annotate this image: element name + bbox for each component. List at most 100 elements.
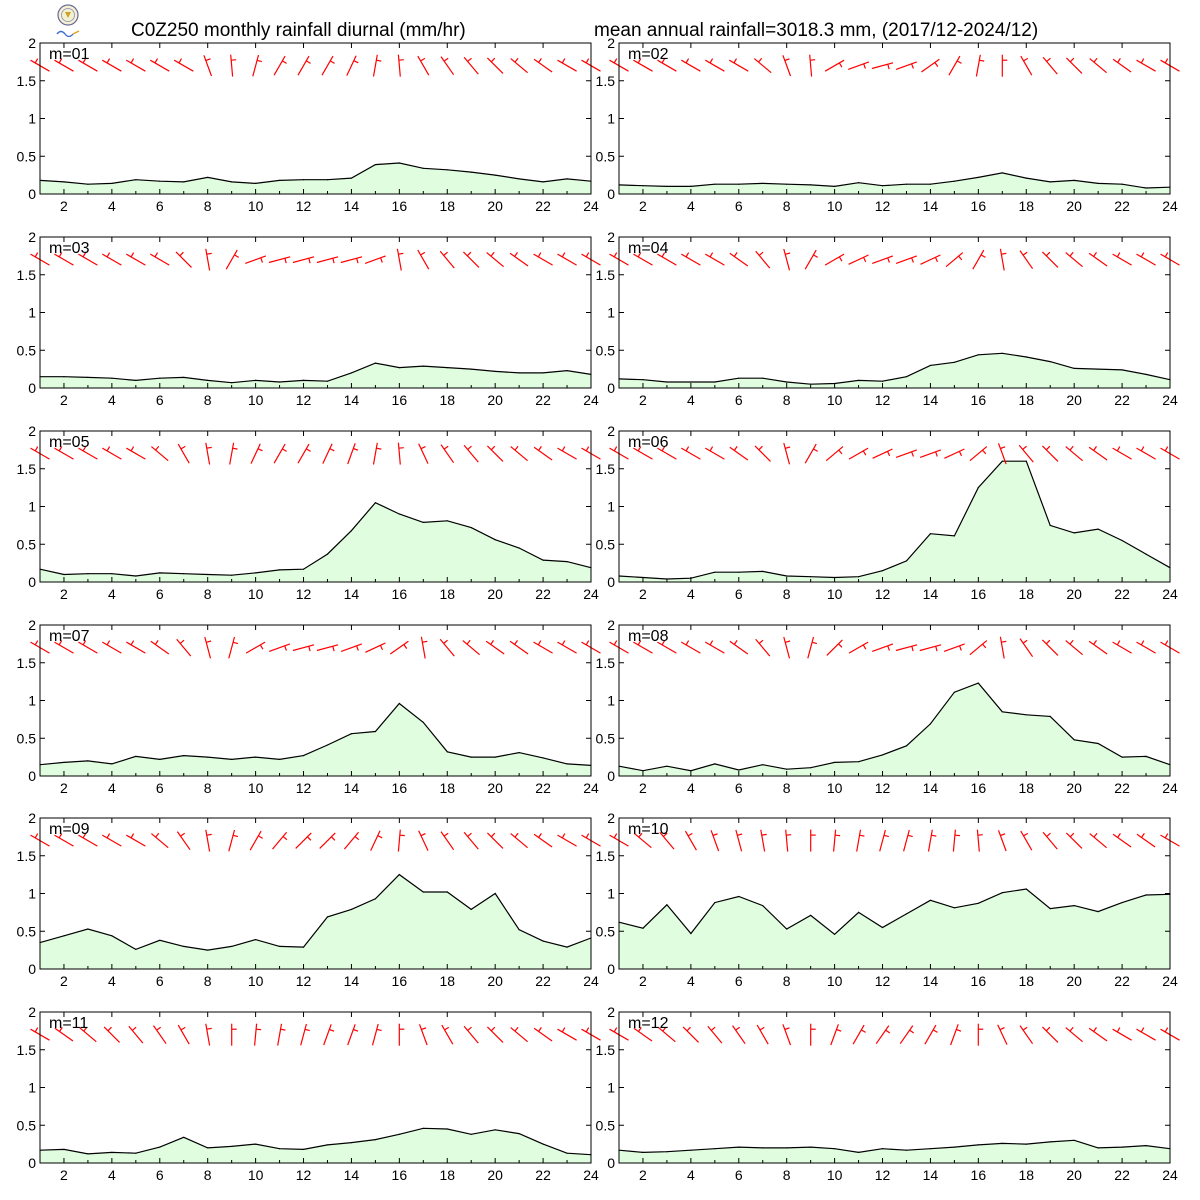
wind-barb-shaft [848,254,869,265]
rainfall-point [422,891,424,893]
rainfall-line [39,702,592,766]
rainfall-point [87,183,89,185]
x-tick-label: 2 [60,780,68,796]
y-tick-label: 1.5 [17,267,37,283]
wind-barb-shaft [417,55,430,76]
wind-barb-shaft [1019,1025,1034,1045]
panel-m=08: 00.511.522 4 6 8 10 12 14 16 18 20 22 24m=08 [596,617,1180,796]
x-tick-label: 10 [827,1167,843,1183]
wind-barb-shaft [323,1024,332,1046]
wind-barb-tick [862,257,867,263]
wind-barb [809,54,816,77]
wind-barb-tick [514,252,518,257]
wind-barb-tick [1116,446,1121,452]
x-tick-label: 16 [392,392,408,408]
x-tick-label: 2 [60,198,68,214]
y-tick-label: 0.5 [596,923,616,939]
wind-barb-tick [1069,251,1074,257]
rainfall-point [810,914,812,917]
wind-barb-shaft [343,831,359,850]
wind-barb [397,54,404,77]
wind-barb-tick [758,639,764,644]
rainfall-line [618,1139,1171,1154]
wind-barb-shaft [895,449,918,458]
wind-barb [1065,57,1083,74]
wind-barb-tick [106,833,111,839]
wind-barb [418,1024,428,1046]
rainfall-area [40,502,591,582]
wind-barb [710,830,720,852]
x-tick-label: 18 [439,1167,455,1183]
wind-barb-tick [759,1026,765,1031]
rainfall-point [374,730,376,733]
wind-barb-shaft [365,642,386,653]
wind-barb [533,446,553,461]
x-tick-label: 12 [296,1167,312,1183]
y-tick-label: 1 [28,111,36,127]
wind-barb-tick [1022,639,1028,644]
wind-barb-tick [982,643,987,649]
wind-barb-tick [156,1026,162,1031]
wind-barb-shaft [102,834,122,847]
wind-barb [151,445,169,462]
wind-barb-shaft [972,249,985,270]
rainfall-point [858,761,860,763]
wind-barb-shaft [924,1024,937,1045]
wind-barb-shaft [1112,641,1132,654]
wind-barb [389,640,409,655]
wind-barb-shaft [249,830,262,851]
y-tick-label: 2 [28,35,36,51]
wind-barb-tick [538,833,542,838]
wind-barb-shaft [1041,639,1059,656]
y-tick-label: 2 [607,35,615,51]
wind-barb [151,832,169,849]
wind-barb [439,638,455,657]
x-tick-label: 10 [248,973,264,989]
wind-barb-tick [34,58,39,64]
x-tick-label: 24 [1162,780,1178,796]
wind-barb-shaft [268,643,291,652]
wind-barb-tick [785,640,791,643]
wind-barb-tick [82,640,87,646]
wind-barb-shaft [847,61,870,70]
rainfall-point [953,180,956,182]
wind-barb [848,641,869,654]
wind-barb-shaft [54,1027,74,1042]
wind-barb [533,1027,553,1042]
wind-barb-shaft [252,54,260,77]
rainfall-point [302,755,305,757]
panel-m=03: 00.511.522 4 6 8 10 12 14 16 18 20 22 24m=03 [17,229,601,408]
wind-barb-tick [838,256,843,262]
wind-barb [126,252,146,266]
rainfall-point [762,1147,764,1149]
wind-barb-shaft [848,641,869,654]
rainfall-point [87,1153,89,1155]
rainfall-area [40,703,591,776]
wind-barb-tick [356,258,359,264]
wind-barb-tick [1140,252,1145,258]
x-tick-label: 16 [392,1167,408,1183]
wind-barb-tick [1093,446,1097,451]
wind-barb [830,1024,842,1046]
wind-barb-tick [304,1028,310,1032]
x-tick-label: 14 [923,198,939,214]
wind-barb [969,640,988,656]
wind-barb-tick [613,446,618,452]
wind-barb [297,443,311,464]
y-tick-label: 0.5 [17,1117,37,1133]
wind-barb-tick [34,1027,39,1033]
wind-barb-tick [282,835,288,841]
wind-barb [486,251,504,268]
wind-barb [463,56,479,75]
wind-barb-tick [1045,251,1051,257]
wind-barb-tick [466,639,471,645]
y-tick-label: 0.5 [17,148,37,164]
y-tick-label: 2 [607,810,615,826]
rainfall-point [350,177,352,179]
wind-barb-shaft [340,643,363,652]
rainfall-point [398,874,400,876]
wind-barb-shaft [176,831,191,851]
y-tick-label: 0 [607,1155,615,1171]
wind-barb-shaft [681,253,701,266]
y-tick-label: 0 [28,1155,36,1171]
